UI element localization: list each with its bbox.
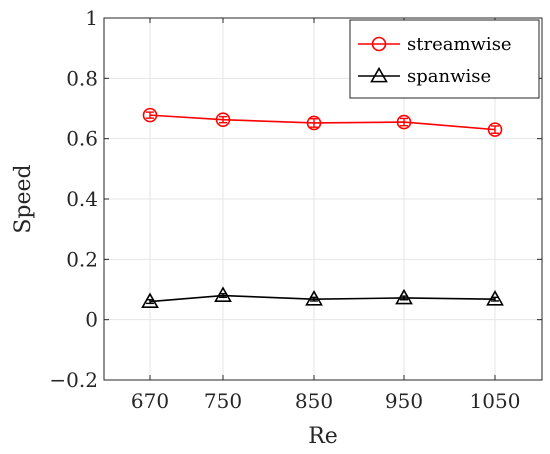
circle-marker (396, 114, 412, 130)
y-axis-label: Speed (11, 164, 36, 233)
series-layer (141, 107, 504, 308)
y-tick-label: 1 (85, 6, 98, 30)
triangle-marker (141, 292, 159, 308)
y-tick-label: 0.8 (66, 66, 98, 90)
series-streamwise (142, 107, 503, 137)
x-tick-label: 670 (131, 389, 169, 413)
circle-marker (142, 107, 158, 123)
y-tick-label: 0.4 (66, 187, 98, 211)
circle-marker (215, 112, 231, 127)
legend-label-streamwise: streamwise (407, 34, 512, 55)
triangle-marker (486, 290, 504, 306)
series-spanwise (141, 286, 504, 308)
tick-labels: −0.2 0 0.2 0.4 0.6 0.8 1 670 750 850 950 1050 (49, 6, 520, 413)
triangle-marker (305, 290, 323, 306)
y-tick-label: 0 (85, 308, 98, 332)
circle-marker (371, 36, 387, 52)
legend-label-spanwise: spanwise (407, 66, 491, 87)
y-tick-label: 0.2 (66, 247, 98, 271)
y-tick-label: −0.2 (49, 368, 98, 392)
x-tick-label: 850 (295, 389, 333, 413)
triangle-marker (214, 286, 232, 302)
triangle-marker (370, 66, 388, 83)
circle-marker (487, 122, 503, 137)
legend-box (349, 19, 540, 99)
triangle-marker (395, 288, 413, 305)
axis-ticks (104, 17, 542, 381)
x-tick-label: 750 (204, 389, 242, 413)
x-tick-label: 1050 (470, 389, 521, 413)
circle-marker (306, 115, 322, 131)
y-tick-label: 0.6 (66, 127, 98, 151)
legend: streamwise spanwise (349, 19, 540, 99)
x-axis-label: Re (308, 424, 338, 449)
x-tick-label: 950 (385, 389, 423, 413)
